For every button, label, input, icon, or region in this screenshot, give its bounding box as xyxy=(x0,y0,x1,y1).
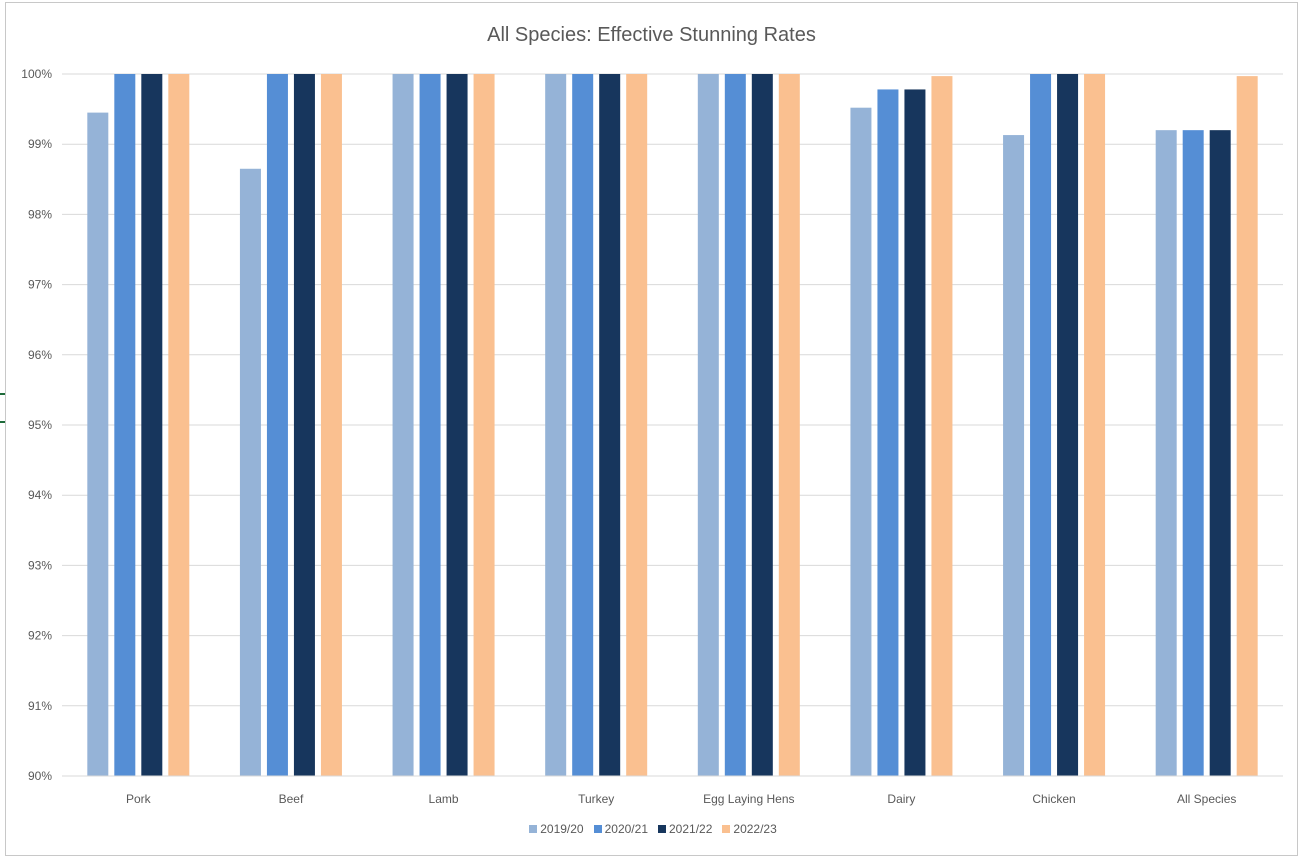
legend-label: 2019/20 xyxy=(540,822,584,836)
legend-item[interactable]: 2021/22 xyxy=(658,822,712,836)
bar[interactable] xyxy=(266,74,288,776)
y-tick-label: 96% xyxy=(28,348,52,362)
legend-label: 2020/21 xyxy=(604,822,648,836)
legend-item[interactable]: 2019/20 xyxy=(529,822,584,836)
bar[interactable] xyxy=(904,89,926,777)
row-selection-mark xyxy=(0,421,6,423)
bar[interactable] xyxy=(751,74,773,776)
bar[interactable] xyxy=(545,74,567,776)
y-tick-label: 97% xyxy=(28,278,52,292)
bar[interactable] xyxy=(1182,130,1204,776)
bar[interactable] xyxy=(1209,130,1231,776)
legend-item[interactable]: 2020/21 xyxy=(593,822,648,836)
bar[interactable] xyxy=(141,74,163,776)
bar[interactable] xyxy=(114,74,136,776)
bar[interactable] xyxy=(877,89,899,777)
legend-item[interactable]: 2022/23 xyxy=(722,822,777,836)
bar[interactable] xyxy=(1155,130,1177,776)
bar[interactable] xyxy=(1030,74,1052,776)
bar[interactable] xyxy=(697,74,719,776)
y-tick-label: 91% xyxy=(28,699,52,713)
x-category-label: Chicken xyxy=(1032,792,1075,806)
y-tick-label: 95% xyxy=(28,418,52,432)
bar[interactable] xyxy=(446,74,468,776)
y-tick-label: 98% xyxy=(28,207,52,221)
row-selection-mark xyxy=(0,393,6,395)
bar[interactable] xyxy=(778,74,800,776)
y-tick-label: 100% xyxy=(21,67,52,81)
legend-swatch xyxy=(658,825,666,833)
bar[interactable] xyxy=(419,74,441,776)
bar[interactable] xyxy=(239,168,261,776)
bar[interactable] xyxy=(473,74,495,776)
bar[interactable] xyxy=(1003,135,1025,777)
bar[interactable] xyxy=(850,107,872,777)
bar[interactable] xyxy=(1236,76,1258,776)
legend-label: 2022/23 xyxy=(733,822,777,836)
legend-label: 2021/22 xyxy=(669,822,713,836)
bar[interactable] xyxy=(87,112,109,777)
y-tick-label: 92% xyxy=(28,629,52,643)
legend-swatch xyxy=(593,825,602,833)
bar[interactable] xyxy=(931,76,953,776)
chart-legend[interactable]: 2019/20 2020/21 2021/22 2022/23 xyxy=(0,822,1306,836)
bar[interactable] xyxy=(168,74,190,776)
x-category-label: Egg Laying Hens xyxy=(703,792,794,806)
y-tick-label: 99% xyxy=(28,137,52,151)
bar[interactable] xyxy=(724,74,746,776)
y-tick-label: 90% xyxy=(28,769,52,783)
bar[interactable] xyxy=(599,74,621,776)
bar[interactable] xyxy=(1084,74,1106,776)
bar[interactable] xyxy=(572,74,594,776)
x-category-label: Beef xyxy=(279,792,304,806)
bar[interactable] xyxy=(320,74,342,776)
bar[interactable] xyxy=(293,74,315,776)
x-category-label: Lamb xyxy=(429,792,459,806)
bar[interactable] xyxy=(392,74,414,776)
x-category-label: Pork xyxy=(126,792,152,806)
x-category-label: Dairy xyxy=(887,792,915,806)
legend-swatch xyxy=(722,825,731,833)
chart-title: All Species: Effective Stunning Rates xyxy=(487,24,816,46)
x-category-label: Turkey xyxy=(578,792,614,806)
bar[interactable] xyxy=(626,74,648,776)
legend-swatch xyxy=(529,825,538,833)
x-category-label: All Species xyxy=(1177,792,1236,806)
y-tick-label: 93% xyxy=(28,558,52,572)
bar[interactable] xyxy=(1057,74,1079,776)
y-tick-label: 94% xyxy=(28,488,52,502)
